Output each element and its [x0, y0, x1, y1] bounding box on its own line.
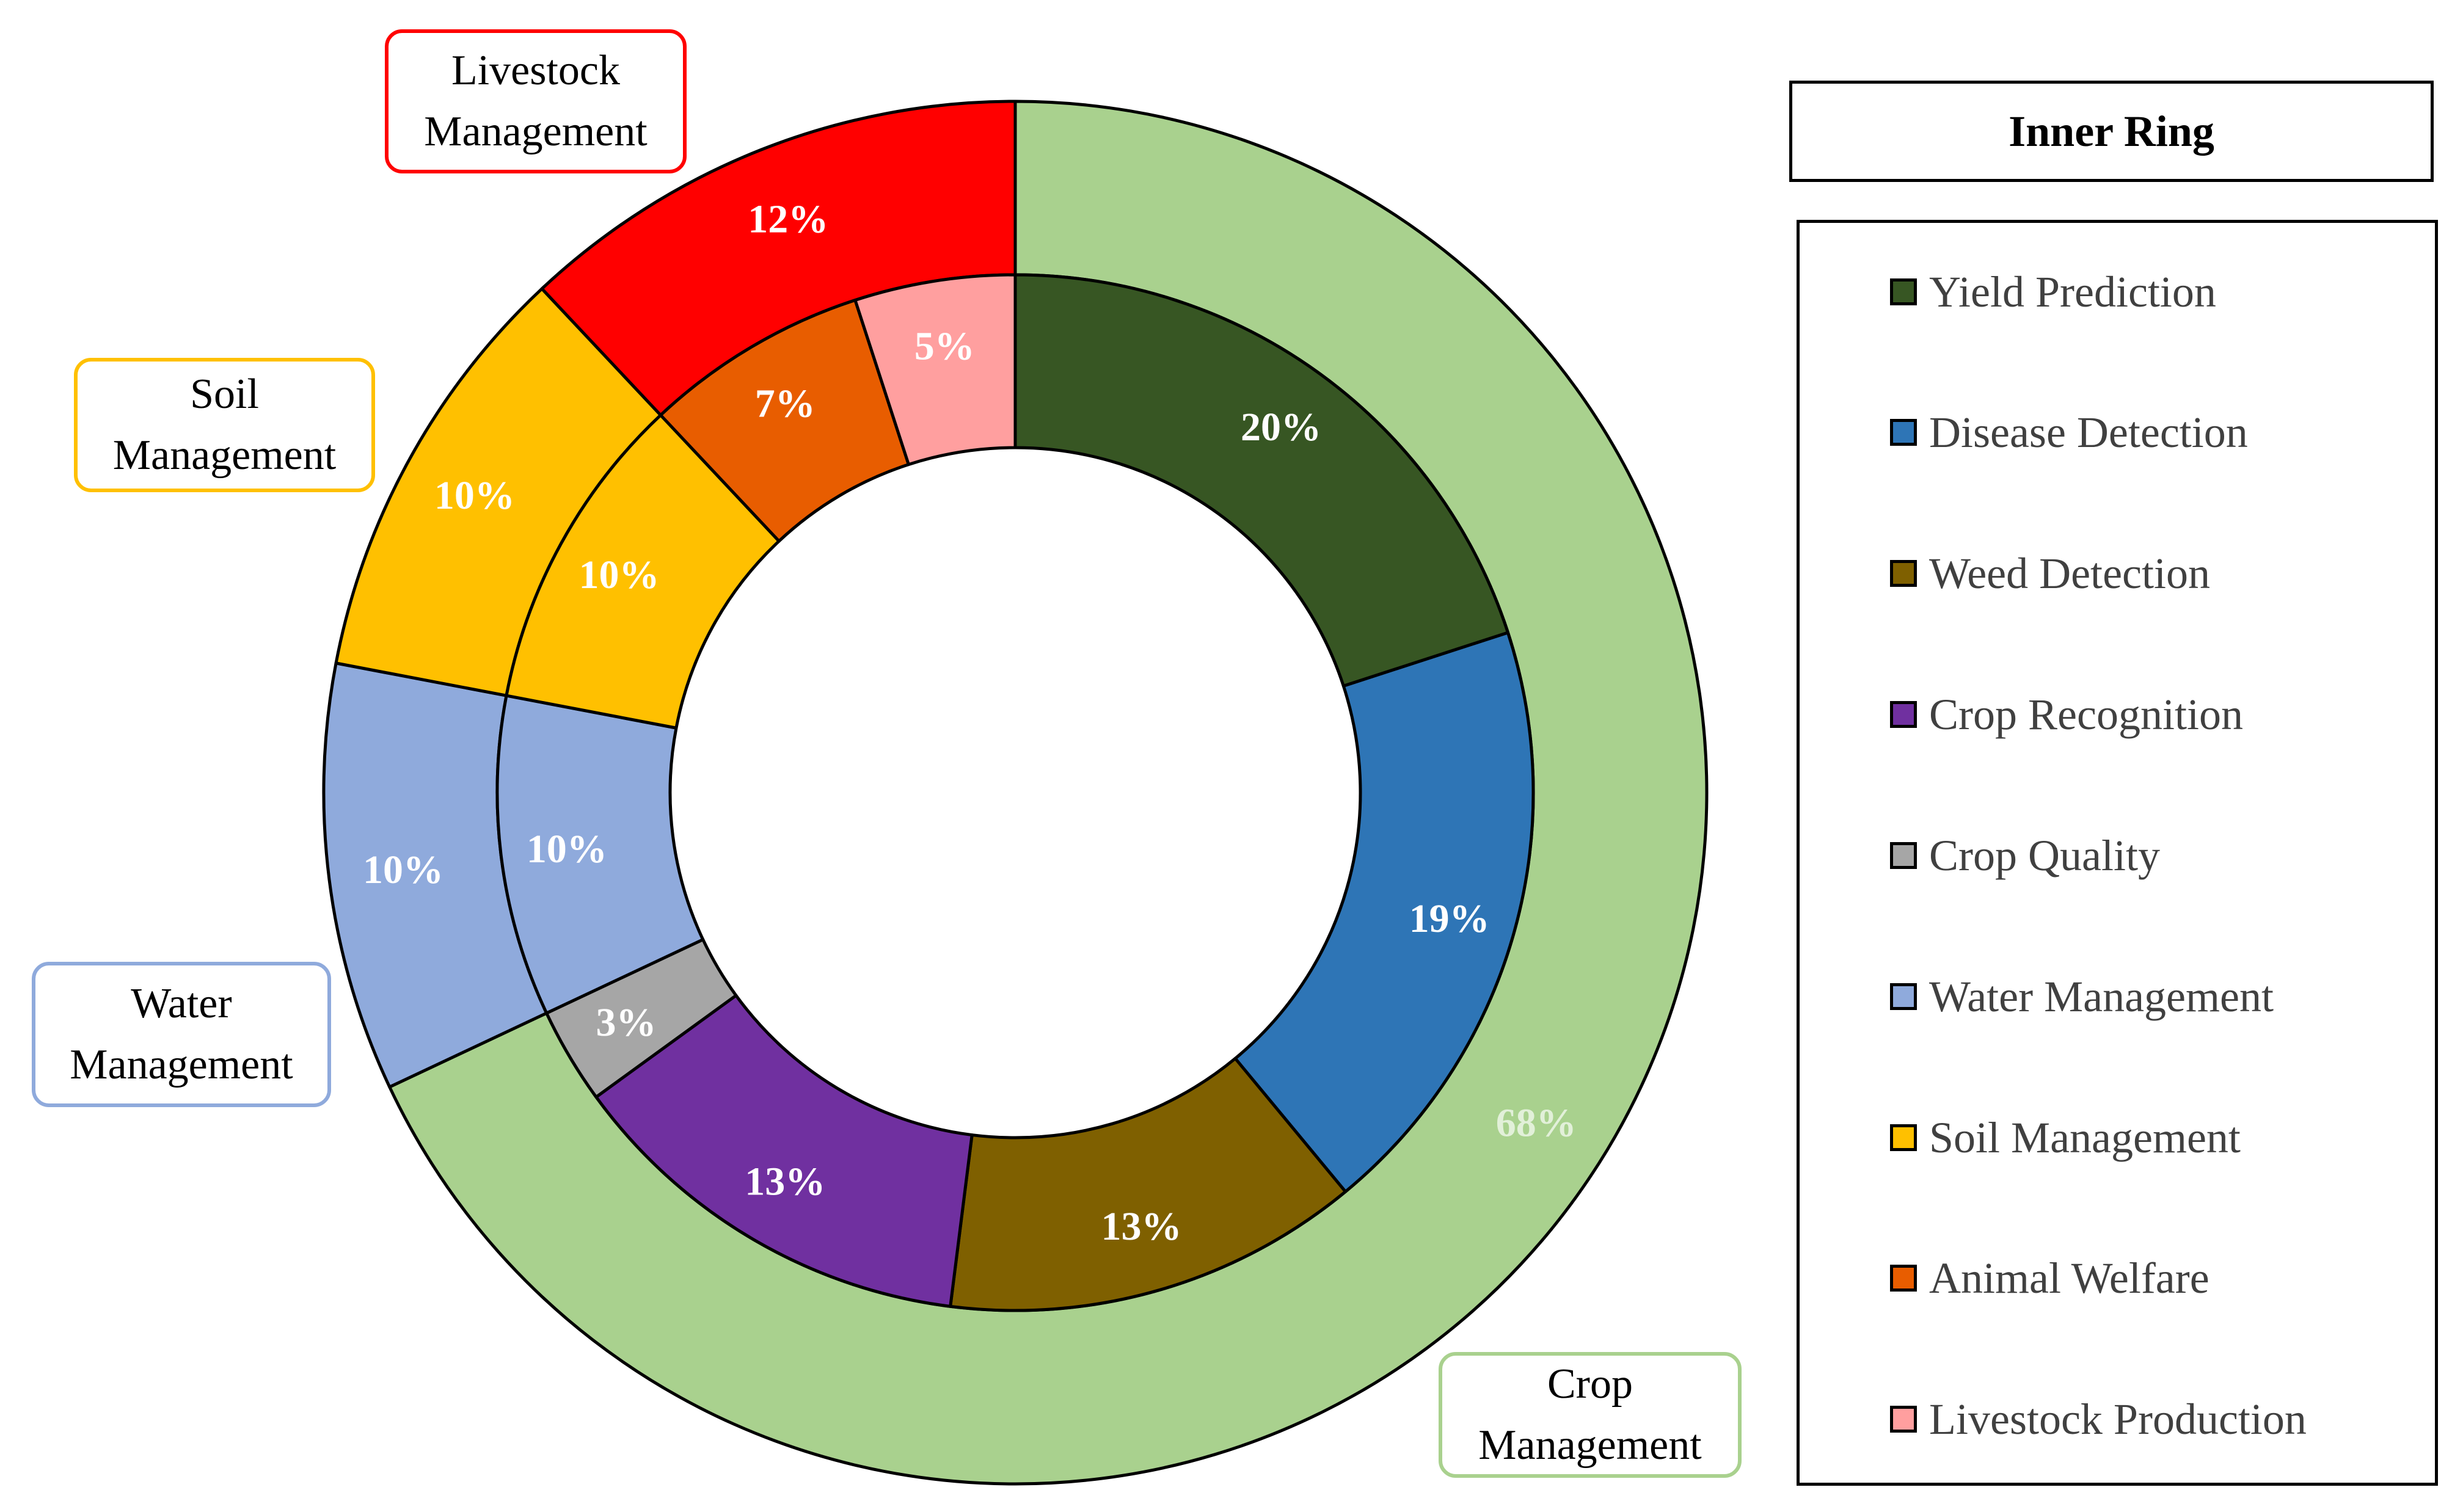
legend-swatch: [1890, 560, 1917, 587]
legend-item-crop-quality: Crop Quality: [1890, 825, 2160, 886]
category-label-livestock-management: Livestock Management: [385, 29, 687, 173]
legend-swatch: [1890, 1406, 1917, 1433]
legend-swatch: [1890, 419, 1917, 446]
legend-item-crop-recognition: Crop Recognition: [1890, 684, 2243, 745]
inner-value-label-livestock-production: 5%: [914, 324, 975, 369]
outer-ring: [322, 100, 1709, 1486]
category-label-water-management: Water Management: [32, 962, 331, 1107]
inner-value-label-weed-detection: 13%: [1101, 1204, 1181, 1249]
inner-segment-livestock-production: [853, 273, 1017, 467]
inner-value-label-water-management: 10%: [527, 827, 607, 871]
legend-swatch: [1890, 701, 1917, 728]
legend-item-weed-detection: Weed Detection: [1890, 543, 2210, 604]
legend-title: Inner Ring: [1789, 81, 2434, 182]
legend-item-disease-detection: Disease Detection: [1890, 402, 2248, 463]
outer-value-label-crop-management: 68%: [1496, 1101, 1577, 1146]
legend-swatch: [1890, 1265, 1917, 1292]
legend-item-yield-prediction: Yield Prediction: [1890, 261, 2216, 322]
inner-segment-yield-prediction: [1013, 273, 1509, 688]
legend: Yield Prediction Disease Detection Weed …: [1797, 220, 2438, 1486]
category-label-crop-management: Crop Management: [1439, 1352, 1742, 1478]
legend-item-water-management: Water Management: [1890, 966, 2274, 1027]
inner-value-label-soil-management: 10%: [579, 553, 660, 597]
legend-swatch: [1890, 278, 1917, 305]
legend-item-livestock-production: Livestock Production: [1890, 1389, 2307, 1450]
outer-value-label-soil-management: 10%: [434, 473, 515, 518]
legend-item-animal-welfare: Animal Welfare: [1890, 1248, 2209, 1309]
inner-value-label-crop-recognition: 13%: [745, 1159, 825, 1204]
outer-value-label-livestock-management: 12%: [748, 197, 828, 241]
inner-segment-crop-recognition: [594, 994, 974, 1308]
inner-segment-disease-detection: [1233, 631, 1535, 1193]
ring-value-labels: 68% 10% 10% 12% 20% 19% 13% 13% 3% 10% 10% 7% 5%: [363, 197, 1577, 1249]
inner-value-label-yield-prediction: 20%: [1241, 405, 1321, 449]
inner-value-label-crop-quality: 3%: [596, 1000, 657, 1045]
legend-swatch: [1890, 983, 1917, 1010]
inner-segment-weed-detection: [949, 1056, 1348, 1312]
category-label-soil-management: Soil Management: [74, 358, 375, 492]
legend-item-soil-management: Soil Management: [1890, 1107, 2241, 1168]
legend-swatch: [1890, 842, 1917, 869]
outer-value-label-water-management: 10%: [363, 848, 443, 892]
legend-swatch: [1890, 1124, 1917, 1151]
inner-value-label-animal-welfare: 7%: [755, 382, 816, 426]
inner-ring: [495, 273, 1535, 1312]
inner-value-label-disease-detection: 19%: [1409, 896, 1490, 941]
